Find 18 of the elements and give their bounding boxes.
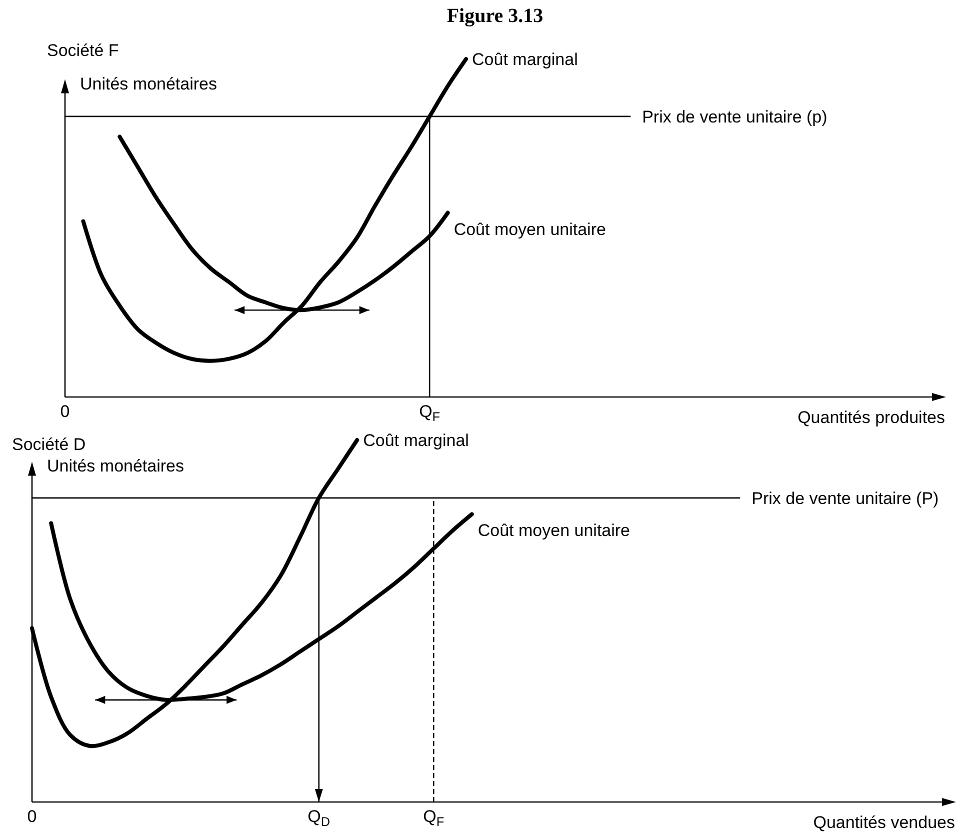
x-tick-label: Q$_{F}$: [419, 402, 440, 424]
y-axis-title: Unités monétaires: [80, 74, 218, 94]
series-label: Coût moyen unitaire: [454, 220, 606, 239]
x-tick-label: 0: [27, 807, 37, 826]
chart-subtitle: Société F: [47, 41, 119, 60]
chart-subtitle: Société D: [12, 435, 86, 454]
x-tick-label: Q$_{D}$: [308, 807, 330, 829]
series-label: Prix de vente unitaire (p): [642, 107, 828, 126]
x-axis-title: Quantités vendues: [813, 813, 955, 832]
series-label: Coût marginal: [363, 431, 469, 450]
x-axis-title: Quantités produites: [798, 408, 945, 427]
chart-title: Figure 3.13: [446, 5, 544, 27]
series-label: Prix de vente unitaire (P): [752, 488, 939, 508]
y-axis-title: Unités monétaires: [47, 456, 184, 476]
series-label: Coût moyen unitaire: [478, 521, 630, 540]
series-label: Coût marginal: [472, 50, 578, 69]
x-tick-label: Q$_{F}$: [423, 807, 444, 829]
x-tick-label: 0: [60, 402, 70, 421]
